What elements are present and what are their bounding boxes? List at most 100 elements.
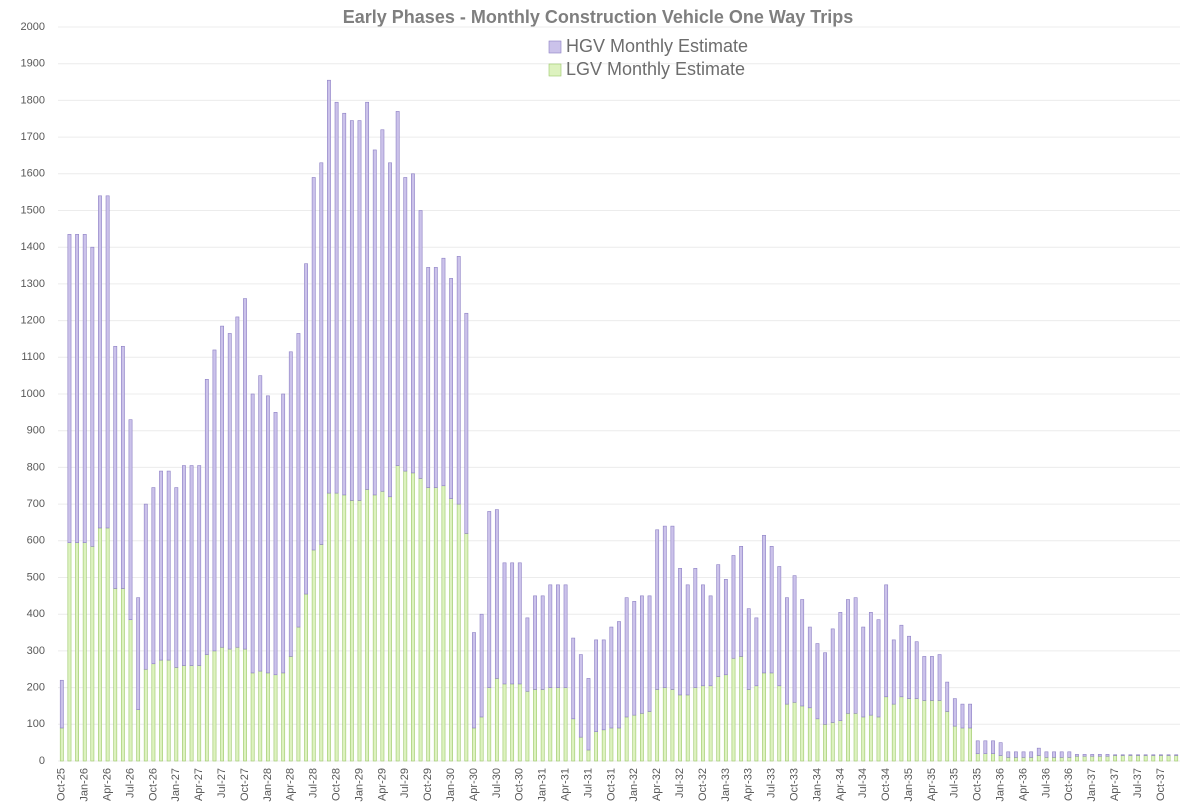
bar-segment [113,345,118,589]
bar-segment [82,234,87,543]
bar-segment [334,492,339,762]
bar-segment [456,256,461,505]
bar-segment [1097,755,1102,762]
bar-segment [846,599,850,714]
bar-segment [983,753,988,762]
bar-segment [937,654,942,701]
bar-segment [922,700,927,762]
bar-segment [639,712,644,762]
bar-segment [365,489,370,762]
bar-segment [464,312,469,534]
bar-segment [1075,754,1079,757]
bar-segment [907,635,911,699]
x-tick-label: Jan-36 [995,768,1007,802]
bar-segment [571,718,576,762]
bar-segment [846,712,850,762]
bar-segment [800,705,805,762]
bar-segment [1090,755,1095,762]
bar-segment [159,659,163,762]
x-tick-label: Jan-35 [903,768,915,802]
bar-segment [426,487,431,762]
bar-segment [1075,755,1079,762]
bar-segment [372,494,377,762]
bar-segment [624,597,629,718]
bar-segment [349,500,354,762]
bar-segment [762,672,766,762]
bar-segment [609,626,614,729]
bar-segment [59,679,64,729]
bar-segment [1159,755,1163,762]
x-tick-label: Jul-29 [399,768,411,798]
bar-segment [807,626,812,709]
y-tick-label: 1000 [21,388,45,400]
bar-segment [601,729,606,762]
bar-segment [281,672,286,762]
bar-segment [1090,754,1095,757]
bar-segment [1059,757,1064,762]
bar-segment [243,648,247,762]
x-tick-label: Jul-27 [216,768,228,798]
x-tick-label: Oct-34 [880,768,892,801]
x-tick-label: Apr-29 [376,768,388,801]
bar-segment [662,525,667,688]
bar-segment [868,714,873,762]
x-tick-label: Oct-33 [788,768,800,801]
bar-segment [678,568,682,696]
bar-segment [1006,757,1011,762]
x-tick-label: Apr-37 [1109,768,1121,801]
bar-segment [548,687,553,762]
bar-segment [723,674,728,762]
bar-segment [502,683,507,762]
x-tick-label: Jul-31 [582,768,594,798]
bar-segment [1006,751,1011,758]
y-tick-label: 800 [27,461,45,473]
bar-segment [182,465,186,666]
bar-segment [1052,751,1056,758]
x-tick-label: Oct-36 [1063,768,1075,801]
x-tick-label: Apr-26 [102,768,114,801]
bar-segment [1143,755,1148,762]
bar-segment [380,490,385,762]
bar-segment [479,716,484,762]
bar-segment [365,101,370,490]
x-tick-label: Oct-37 [1155,768,1167,801]
bar-segment [1159,754,1163,756]
bar-segment [975,753,980,762]
bar-segment [1082,755,1087,762]
bar-segment [1044,757,1049,762]
bar-segment [1036,755,1041,762]
bar-segment [220,325,225,648]
bar-segment [838,720,843,762]
bar-segment [899,624,904,698]
bar-segment [273,412,278,676]
bar-segment [891,639,896,705]
bar-segment [1013,757,1018,762]
bar-segment [319,162,324,545]
bar-segment [517,683,522,762]
bar-segment [769,672,774,762]
bar-segment [411,472,415,762]
y-tick-label: 1100 [21,351,45,363]
bar-segment [655,689,660,762]
bar-segment [914,641,919,699]
bar-segment [693,568,698,688]
bar-segment [1151,754,1156,756]
bar-segment [1105,755,1110,762]
bar-segment [670,525,675,690]
bar-segment [899,696,904,762]
bar-segment [1166,754,1171,756]
bar-segment [220,646,225,762]
y-tick-label: 300 [27,645,45,657]
bar-segment [1021,757,1026,762]
y-tick-label: 1500 [21,204,45,216]
legend-swatch [548,40,562,54]
bar-segment [105,195,110,529]
bar-segment [212,349,217,652]
bar-segment [1105,754,1110,757]
bar-segment [120,345,125,589]
bar-segment [792,701,797,762]
x-tick-label: Apr-30 [468,768,480,801]
y-tick-label: 900 [27,425,45,437]
bar-segment [98,195,102,529]
x-tick-label: Jan-31 [537,768,549,802]
